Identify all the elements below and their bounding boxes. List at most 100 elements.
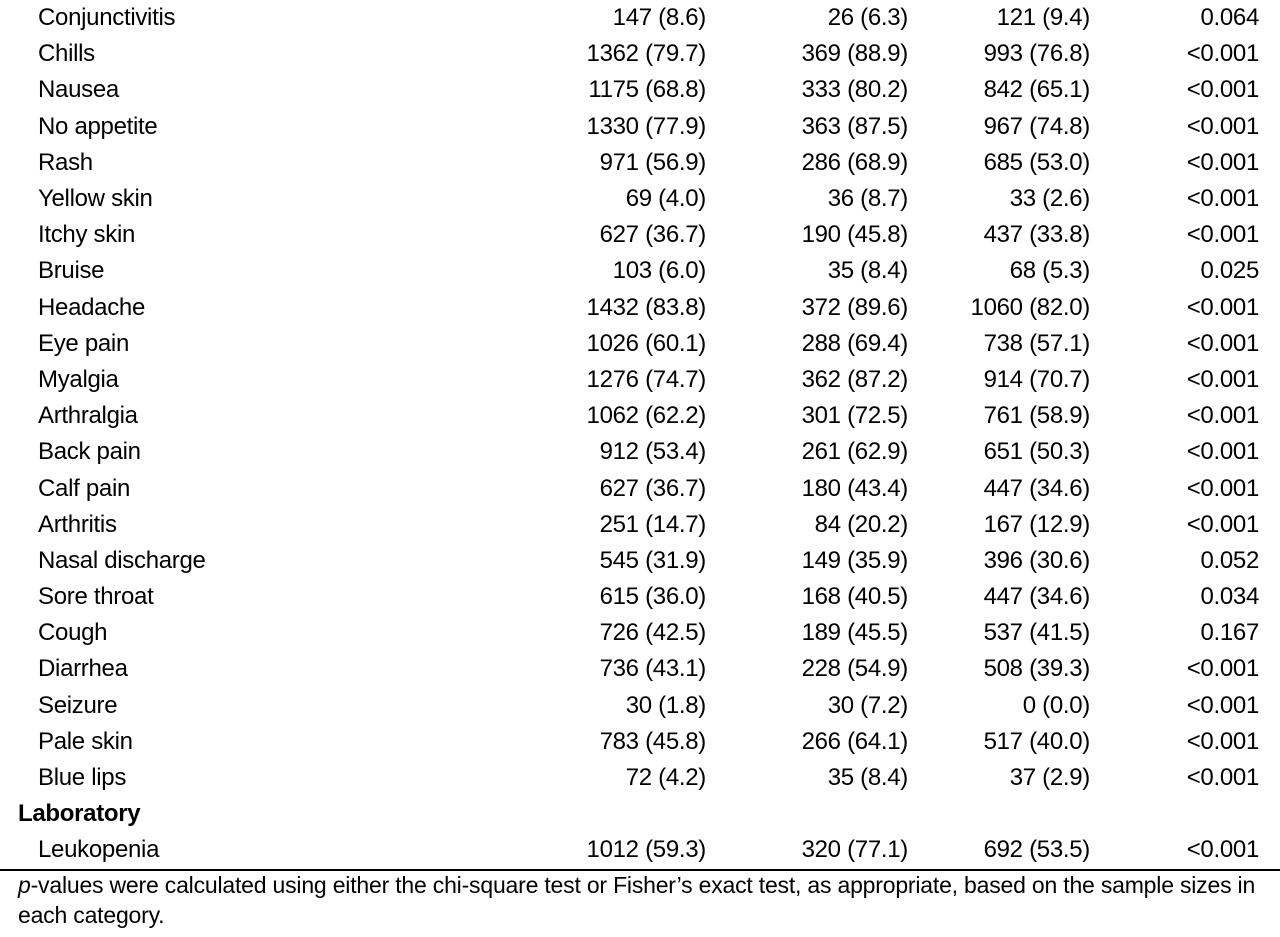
p-value-cell: <0.001 bbox=[1090, 832, 1280, 871]
group1-cell: 190 (45.8) bbox=[801, 221, 909, 249]
row-label: Eye pain bbox=[38, 329, 129, 357]
total-cell: 1026 (60.1) bbox=[586, 329, 707, 357]
total-cell: 147 (8.6) bbox=[612, 4, 707, 32]
group1-cell: 189 (45.5) bbox=[801, 619, 909, 647]
table-row: Nasal discharge 545 (31.9) 149 (35.9) 396 (… bbox=[0, 543, 1280, 579]
group1-cell: 149 (35.9) bbox=[801, 546, 909, 574]
group1-cell: 26 (6.3) bbox=[827, 4, 909, 32]
group1-cell: 35 (8.4) bbox=[827, 764, 909, 792]
group2-cell: 651 (50.3) bbox=[983, 438, 1091, 466]
group1-cell: 372 (89.6) bbox=[801, 293, 909, 321]
total-cell: 69 (4.0) bbox=[625, 185, 707, 213]
p-value-cell: <0.001 bbox=[1186, 112, 1260, 140]
table-row: Rash 971 (56.9) 286 (68.9) 685 (53.0) <0.001 bbox=[0, 145, 1280, 181]
p-value-cell: 0.025 bbox=[1200, 257, 1259, 285]
group1-cell: 320 (77.1) bbox=[706, 832, 908, 871]
total-cell: 726 (42.5) bbox=[599, 619, 707, 647]
group1-cell: 286 (68.9) bbox=[801, 148, 909, 176]
row-label: Headache bbox=[38, 293, 146, 321]
total-cell: 615 (36.0) bbox=[599, 583, 707, 611]
group2-cell: 437 (33.8) bbox=[983, 221, 1091, 249]
row-label: Back pain bbox=[38, 438, 141, 466]
p-value-cell: 0.034 bbox=[1200, 583, 1259, 611]
row-label: Pale skin bbox=[38, 727, 133, 755]
p-value-cell: <0.001 bbox=[1186, 40, 1260, 68]
group2-cell: 761 (58.9) bbox=[983, 402, 1091, 430]
group2-cell: 738 (57.1) bbox=[983, 329, 1091, 357]
row-label: Yellow skin bbox=[38, 185, 153, 213]
group1-cell: 363 (87.5) bbox=[801, 112, 909, 140]
total-cell: 30 (1.8) bbox=[625, 691, 707, 719]
p-value-cell: 0.064 bbox=[1200, 4, 1259, 32]
group2-cell: 692 (53.5) bbox=[908, 832, 1090, 871]
table-row: Calf pain 627 (36.7) 180 (43.4) 447 (34.6) <… bbox=[0, 470, 1280, 506]
symptoms-table-body: Conjunctivitis 147 (8.6) 26 (6.3) 121 (9.4)… bbox=[0, 0, 1280, 871]
group1-cell: 84 (20.2) bbox=[814, 510, 909, 538]
group1-cell: 30 (7.2) bbox=[827, 691, 909, 719]
p-value-cell: <0.001 bbox=[1186, 148, 1260, 176]
group2-cell: 37 (2.9) bbox=[1009, 764, 1091, 792]
group1-cell: 228 (54.9) bbox=[801, 655, 909, 683]
p-value-cell: <0.001 bbox=[1186, 655, 1260, 683]
footnote-text: -values were calculated using either the… bbox=[18, 872, 1256, 928]
total-cell: 736 (43.1) bbox=[599, 655, 707, 683]
row-label: Bruise bbox=[38, 257, 105, 285]
total-cell: 1012 (59.3) bbox=[300, 832, 706, 871]
table-row: Chills 1362 (79.7) 369 (88.9) 993 (76.8) <0.… bbox=[0, 36, 1280, 72]
group2-cell: 685 (53.0) bbox=[983, 148, 1091, 176]
p-value-cell: <0.001 bbox=[1186, 293, 1260, 321]
table-row: Arthralgia 1062 (62.2) 301 (72.5) 761 (58.9… bbox=[0, 398, 1280, 434]
group1-cell: 36 (8.7) bbox=[827, 185, 909, 213]
table-row: Arthritis 251 (14.7) 84 (20.2) 167 (12.9) <0… bbox=[0, 507, 1280, 543]
row-label: Itchy skin bbox=[38, 221, 136, 249]
row-label: Arthralgia bbox=[38, 402, 138, 430]
p-value-cell: <0.001 bbox=[1186, 438, 1260, 466]
table-row: Blue lips 72 (4.2) 35 (8.4) 37 (2.9) <0.001 bbox=[0, 760, 1280, 796]
row-label: Nausea bbox=[38, 76, 119, 104]
table-row: No appetite 1330 (77.9) 363 (87.5) 967 (74.… bbox=[0, 109, 1280, 145]
group2-cell: 967 (74.8) bbox=[983, 112, 1091, 140]
table-row: Seizure 30 (1.8) 30 (7.2) 0 (0.0) <0.001 bbox=[0, 688, 1280, 724]
p-value-cell: <0.001 bbox=[1186, 221, 1260, 249]
group2-cell: 33 (2.6) bbox=[1009, 185, 1091, 213]
p-value-cell: <0.001 bbox=[1186, 185, 1260, 213]
group2-cell: 447 (34.6) bbox=[983, 474, 1091, 502]
symptoms-table: Conjunctivitis 147 (8.6) 26 (6.3) 121 (9.4)… bbox=[0, 0, 1280, 871]
table-row: Myalgia 1276 (74.7) 362 (87.2) 914 (70.7) <0… bbox=[0, 362, 1280, 398]
section-row: Laboratory bbox=[0, 796, 1280, 832]
total-cell: 1432 (83.8) bbox=[586, 293, 707, 321]
group2-cell: 517 (40.0) bbox=[983, 727, 1091, 755]
row-label: Cough bbox=[38, 619, 108, 647]
group2-cell: 508 (39.3) bbox=[983, 655, 1091, 683]
table-row: Bruise 103 (6.0) 35 (8.4) 68 (5.3) 0.025 bbox=[0, 253, 1280, 289]
group1-cell: 261 (62.9) bbox=[801, 438, 909, 466]
row-label: Myalgia bbox=[38, 365, 119, 393]
table-row: Sore throat 615 (36.0) 168 (40.5) 447 (34.6… bbox=[0, 579, 1280, 615]
total-cell: 1276 (74.7) bbox=[586, 365, 707, 393]
group2-cell: 447 (34.6) bbox=[983, 583, 1091, 611]
p-value-cell: 0.052 bbox=[1200, 546, 1259, 574]
total-cell: 1175 (68.8) bbox=[588, 76, 706, 104]
p-value-cell: <0.001 bbox=[1186, 402, 1260, 430]
table-row: Back pain 912 (53.4) 261 (62.9) 651 (50.3) <… bbox=[0, 434, 1280, 470]
table-row: Cough 726 (42.5) 189 (45.5) 537 (41.5) 0.167 bbox=[0, 615, 1280, 651]
group1-cell: 35 (8.4) bbox=[827, 257, 909, 285]
group2-cell: 1060 (82.0) bbox=[970, 293, 1091, 321]
p-value-cell: <0.001 bbox=[1186, 474, 1260, 502]
p-value-cell: <0.001 bbox=[1186, 329, 1260, 357]
total-cell: 72 (4.2) bbox=[625, 764, 707, 792]
table-row: Pale skin 783 (45.8) 266 (64.1) 517 (40.0) <… bbox=[0, 724, 1280, 760]
p-value-cell: <0.001 bbox=[1186, 691, 1260, 719]
table-row: Conjunctivitis 147 (8.6) 26 (6.3) 121 (9.4)… bbox=[0, 0, 1280, 36]
group1-cell: 266 (64.1) bbox=[801, 727, 909, 755]
group1-cell: 168 (40.5) bbox=[801, 583, 909, 611]
row-label: Nasal discharge bbox=[38, 546, 206, 574]
table-row: Yellow skin 69 (4.0) 36 (8.7) 33 (2.6) <0.00… bbox=[0, 181, 1280, 217]
row-label: Seizure bbox=[38, 691, 118, 719]
row-label: Chills bbox=[38, 40, 95, 68]
total-cell: 783 (45.8) bbox=[599, 727, 707, 755]
p-value-cell: <0.001 bbox=[1186, 510, 1260, 538]
table-row: Itchy skin 627 (36.7) 190 (45.8) 437 (33.8)… bbox=[0, 217, 1280, 253]
p-value-cell: <0.001 bbox=[1186, 764, 1260, 792]
